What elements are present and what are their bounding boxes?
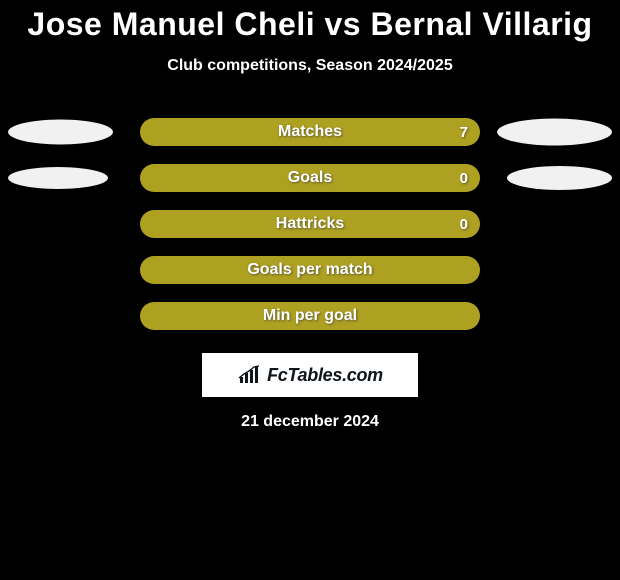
right-ellipse <box>497 119 612 146</box>
stat-row: Min per goal <box>0 293 620 339</box>
stat-label: Goals <box>288 169 332 187</box>
comparison-infographic: Jose Manuel Cheli vs Bernal Villarig Clu… <box>0 0 620 580</box>
stat-row: Hattricks 0 <box>0 201 620 247</box>
stat-bar: Goals 0 <box>140 164 480 192</box>
stat-label: Min per goal <box>263 307 357 325</box>
stat-label: Goals per match <box>247 261 372 279</box>
page-title: Jose Manuel Cheli vs Bernal Villarig <box>0 6 620 43</box>
stat-label: Matches <box>278 123 342 141</box>
stat-label: Hattricks <box>276 215 344 233</box>
stat-bar: Matches 7 <box>140 118 480 146</box>
stat-bar: Min per goal <box>140 302 480 330</box>
stat-value: 0 <box>460 170 468 187</box>
stat-rows: Matches 7 Goals 0 Hattricks 0 Goals per match M… <box>0 109 620 339</box>
stat-row: Goals 0 <box>0 155 620 201</box>
stat-row: Goals per match <box>0 247 620 293</box>
logo-box: FcTables.com <box>202 353 418 397</box>
stat-row: Matches 7 <box>0 109 620 155</box>
stat-bar: Hattricks 0 <box>140 210 480 238</box>
stat-value: 0 <box>460 216 468 233</box>
right-ellipse <box>507 166 612 190</box>
bar-chart-icon <box>237 365 263 385</box>
stat-bar: Goals per match <box>140 256 480 284</box>
left-ellipse <box>8 167 108 189</box>
logo-text: FcTables.com <box>267 365 383 386</box>
date: 21 december 2024 <box>0 413 620 431</box>
subtitle: Club competitions, Season 2024/2025 <box>0 57 620 75</box>
left-ellipse <box>8 120 113 145</box>
stat-value: 7 <box>460 124 468 141</box>
